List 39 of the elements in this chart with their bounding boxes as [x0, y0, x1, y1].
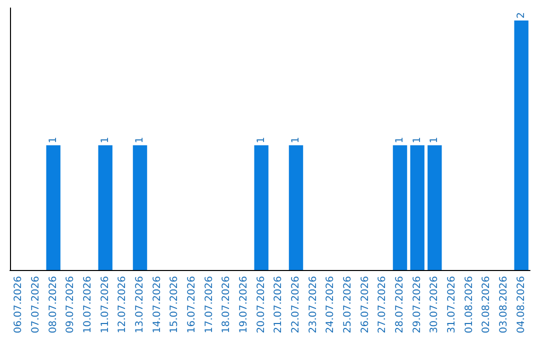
x-tick-label: 12.07.2026	[117, 276, 128, 334]
x-tick-label: 20.07.2026	[256, 276, 267, 334]
x-tick-label: 25.07.2026	[342, 276, 354, 334]
x-tick-label: 02.08.2026	[481, 276, 492, 334]
data-label: 1	[290, 136, 302, 144]
x-tick-label: 30.07.2026	[429, 276, 440, 334]
data-label: 1	[48, 136, 59, 144]
data-label: 2	[516, 12, 527, 18]
x-tick-label: 26.07.2026	[360, 276, 371, 334]
data-label: 1	[394, 136, 406, 144]
x-tick-label: 19.07.2026	[238, 276, 250, 334]
data-label: 1	[256, 136, 267, 144]
x-tick-label: 11.07.2026	[100, 276, 111, 334]
x-tick-label: 06.07.2026	[13, 276, 24, 334]
x-tick-label: 09.07.2026	[65, 276, 76, 334]
x-tick-label: 15.07.2026	[169, 276, 180, 334]
x-tick-label: 14.07.2026	[152, 276, 163, 334]
x-tick-label: 01.08.2026	[464, 276, 475, 334]
x-tick-label: 21.07.2026	[273, 276, 284, 334]
x-tick-label: 08.07.2026	[48, 276, 59, 334]
x-tick-label: 13.07.2026	[134, 276, 146, 334]
x-tick-label: 17.07.2026	[204, 276, 215, 334]
data-label: 1	[412, 136, 423, 144]
x-tick-label: 27.07.2026	[377, 276, 388, 334]
x-tick-label: 24.07.2026	[325, 276, 336, 334]
x-tick-label: 23.07.2026	[308, 276, 319, 334]
x-tick-label: 18.07.2026	[221, 276, 232, 334]
x-tick-label: 28.07.2026	[394, 276, 406, 334]
data-label: 1	[134, 136, 146, 144]
x-tick-label: 10.07.2026	[82, 276, 94, 334]
data-label: 1	[429, 136, 440, 144]
x-tick-label: 22.07.2026	[290, 276, 302, 334]
x-tick-label: 29.07.2026	[412, 276, 423, 334]
x-tick-label: 07.07.2026	[30, 276, 42, 334]
x-tick-label: 16.07.2026	[186, 276, 198, 334]
data-label: 1	[100, 136, 111, 144]
x-tick-label: 03.08.2026	[498, 276, 510, 334]
x-tick-label: 31.07.2026	[446, 276, 458, 334]
x-tick-label: 04.08.2026	[516, 276, 527, 334]
